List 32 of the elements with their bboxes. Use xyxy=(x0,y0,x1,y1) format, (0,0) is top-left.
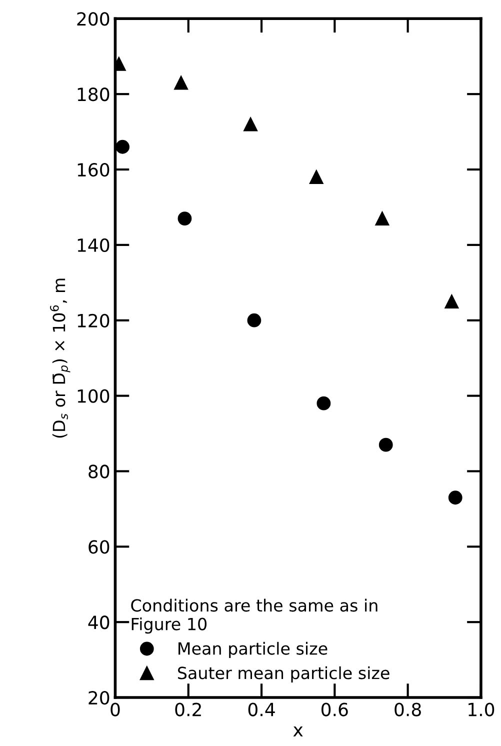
y-tick-label: 200 xyxy=(77,12,110,26)
point xyxy=(247,313,262,328)
x-tick-label: 0.2 xyxy=(175,702,201,716)
x-tick-label: 0.8 xyxy=(394,702,421,716)
y-tick-label: 20 xyxy=(88,690,110,705)
y-tick-label: 140 xyxy=(78,238,110,252)
x-axis-title: x xyxy=(293,726,303,736)
point xyxy=(448,490,462,505)
y-tick-label: 80 xyxy=(88,464,110,478)
y-tick-label: 120 xyxy=(78,314,110,328)
y-tick-label: 180 xyxy=(78,88,110,102)
point xyxy=(309,170,324,184)
y-axis-title: (D$_{s}$ or D̄$_{p}$) × 10$^{6}$, m xyxy=(50,278,70,438)
point xyxy=(444,294,459,308)
legend-title: Conditions are the same as in Figure 10 xyxy=(131,598,378,634)
y-tick-label: 40 xyxy=(88,616,110,630)
point xyxy=(178,212,192,226)
point xyxy=(378,438,393,452)
y-tick-label: 160 xyxy=(78,162,110,177)
point xyxy=(244,117,258,132)
x-tick-label: 1.0 xyxy=(468,702,494,716)
point xyxy=(375,212,390,226)
y-tick-label: 60 xyxy=(88,540,110,554)
point xyxy=(316,396,331,410)
legend-label: Mean particle size xyxy=(178,642,328,658)
point xyxy=(174,76,188,90)
y-tick-label: 100 xyxy=(78,389,110,403)
point xyxy=(116,140,130,154)
x-tick-label: 0.6 xyxy=(322,702,348,716)
x-tick-label: 0.4 xyxy=(248,702,275,716)
legend-label: Sauter mean particle size xyxy=(178,666,390,683)
x-tick-label: 0 xyxy=(110,702,120,716)
